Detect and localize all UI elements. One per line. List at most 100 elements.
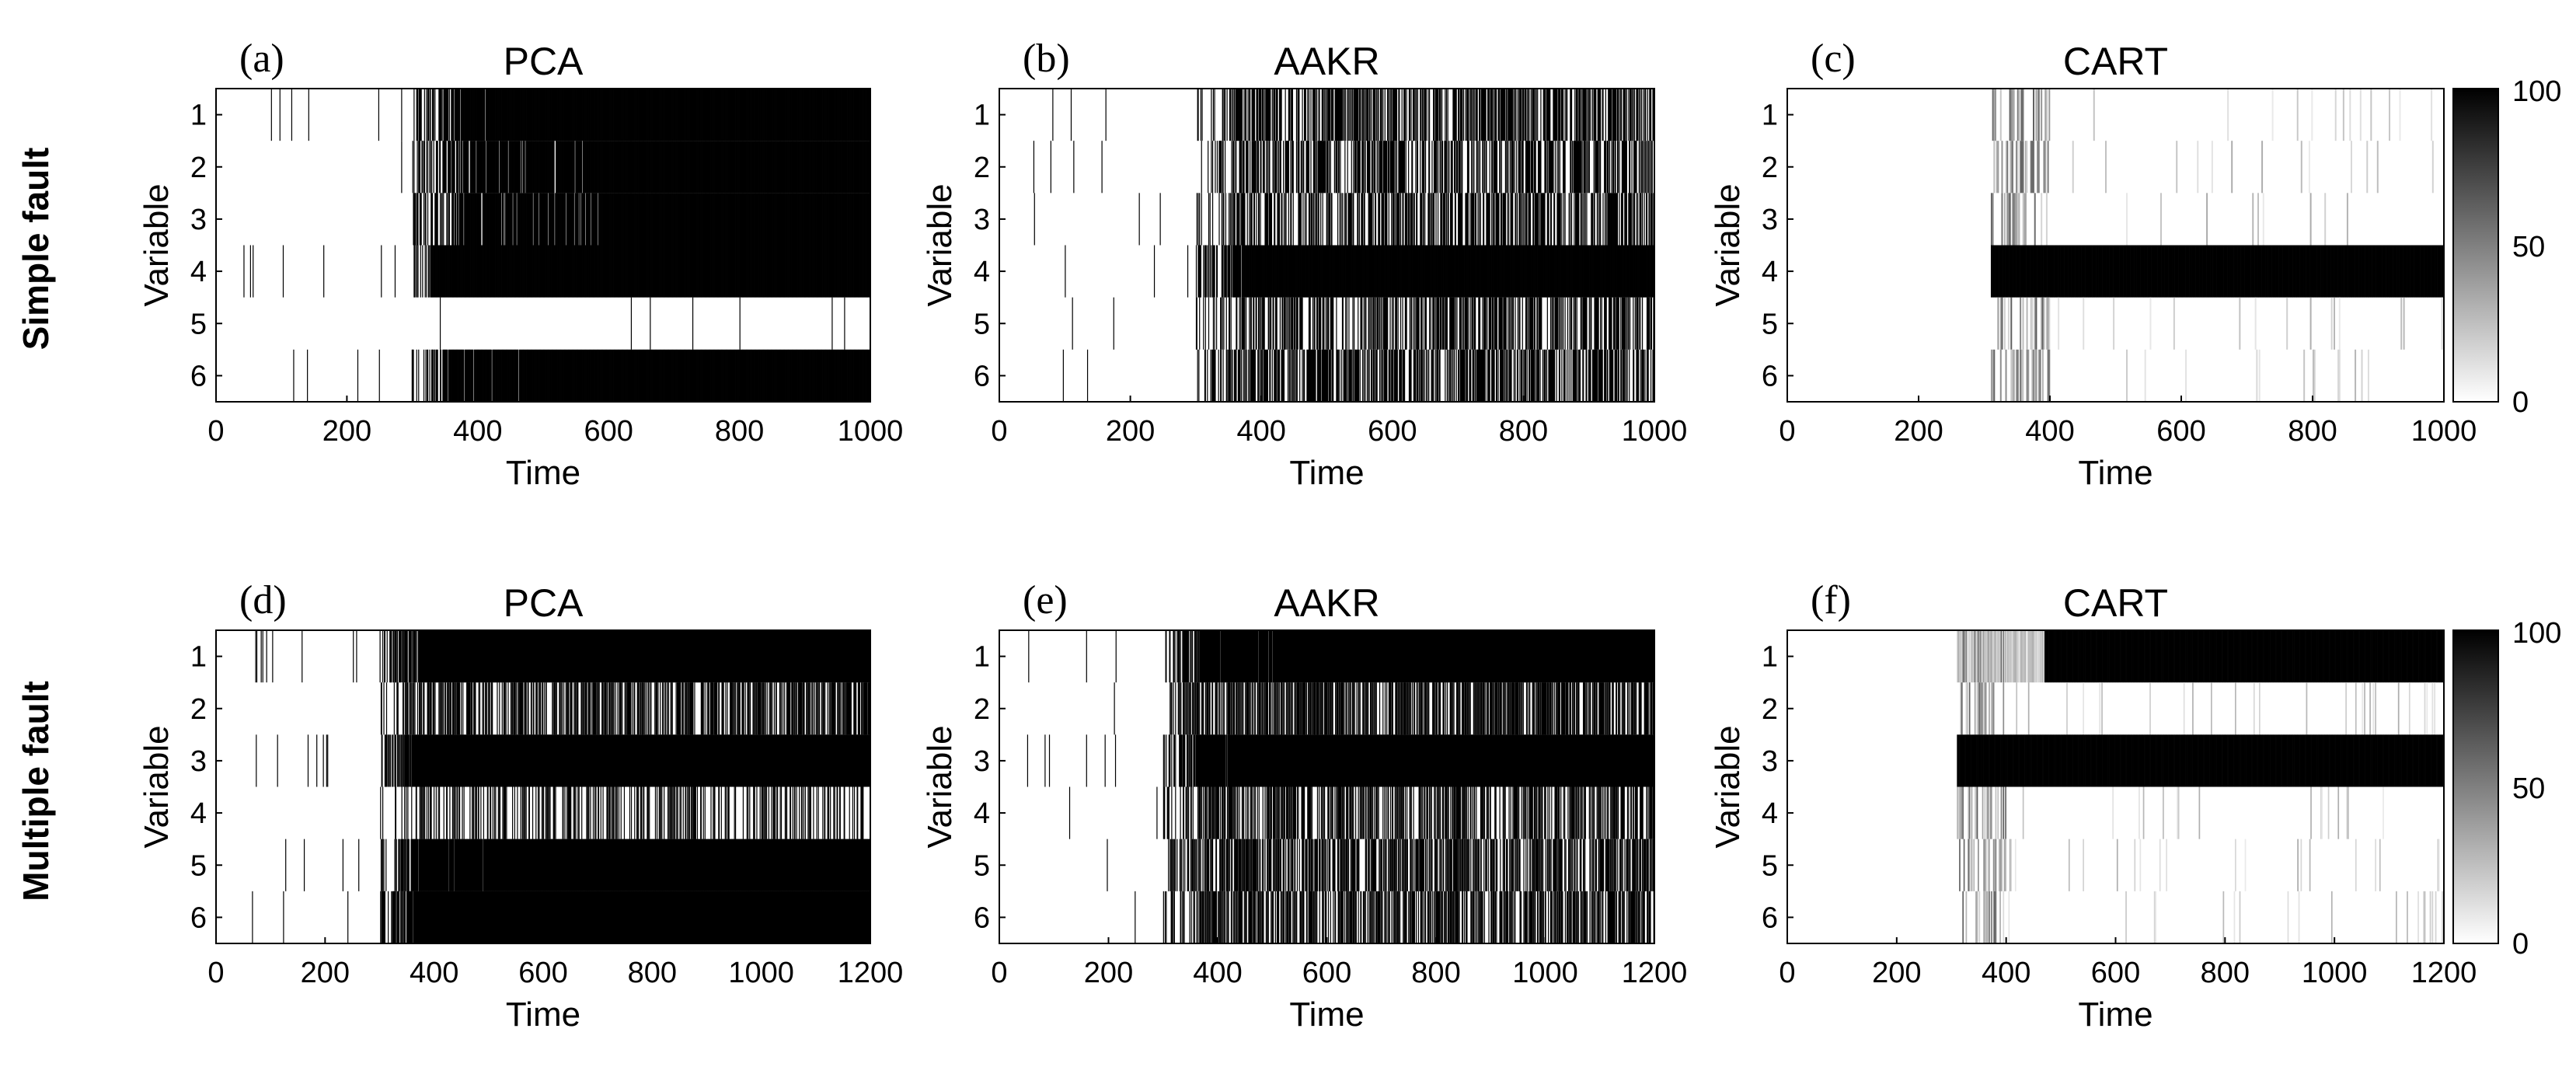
cell (735, 349, 737, 402)
cell (740, 349, 741, 402)
cell (738, 349, 740, 402)
cell (796, 89, 797, 141)
cell (495, 193, 497, 246)
cell (810, 349, 811, 402)
cell (715, 349, 716, 402)
cell (794, 349, 796, 402)
cell (522, 245, 524, 298)
cell (671, 349, 674, 402)
cell (544, 245, 546, 298)
cell (779, 349, 782, 402)
cell (515, 89, 517, 141)
cell (1487, 89, 1489, 141)
cell (684, 141, 685, 194)
cell (669, 193, 671, 246)
cell (604, 193, 605, 246)
cell (840, 193, 842, 246)
cell (651, 245, 653, 298)
cell (414, 245, 416, 298)
cell (776, 193, 777, 246)
cell (731, 349, 733, 402)
cell (547, 89, 549, 141)
cell (784, 245, 786, 298)
cell (769, 245, 771, 298)
cell (836, 193, 838, 246)
cell (723, 349, 725, 402)
cell (697, 245, 699, 298)
cell (723, 89, 724, 141)
cell (1574, 141, 1576, 194)
cell (582, 245, 584, 298)
cell (442, 141, 444, 194)
cell (704, 193, 706, 246)
cell (672, 89, 674, 141)
cell (1260, 193, 1261, 246)
cell (854, 245, 856, 298)
cell (800, 349, 802, 402)
cell (762, 89, 765, 141)
cell (439, 349, 441, 402)
cell (796, 245, 797, 298)
cell (823, 89, 824, 141)
cell (1257, 141, 1259, 194)
cell (832, 245, 834, 298)
cell (1330, 89, 1332, 141)
cell (555, 349, 556, 402)
cell (773, 193, 775, 246)
cell (810, 245, 812, 298)
cell (636, 245, 638, 298)
cell (1260, 141, 1261, 194)
cell (800, 349, 802, 402)
cell (666, 349, 668, 402)
cell (1273, 141, 1274, 194)
cell (724, 349, 726, 402)
cell (1593, 141, 1595, 194)
cell (631, 193, 633, 246)
cell (605, 141, 607, 194)
cell (1524, 193, 1525, 246)
cell (486, 141, 487, 194)
cell (653, 245, 654, 298)
cell (732, 141, 734, 194)
cell (506, 89, 507, 141)
cell (584, 89, 586, 141)
cell (1247, 89, 1249, 141)
cell (716, 349, 718, 402)
cell (687, 245, 688, 298)
cell (448, 141, 450, 194)
cell (675, 193, 678, 246)
cell (1486, 141, 1487, 194)
cell (1333, 141, 1335, 194)
cell (633, 89, 635, 141)
cell (1274, 193, 1276, 246)
cell (596, 141, 598, 194)
cell (1362, 141, 1365, 194)
cell (547, 349, 549, 402)
cell (449, 245, 451, 298)
cell (733, 193, 734, 246)
cell (594, 245, 595, 298)
cell (756, 89, 758, 141)
cell (848, 193, 849, 246)
cell (780, 193, 782, 246)
cell (1600, 193, 1602, 246)
cell (567, 245, 569, 298)
cell (1512, 89, 1514, 141)
panel-a-row-6 (293, 349, 871, 402)
cell (673, 193, 675, 246)
cell (549, 245, 551, 298)
cell (766, 141, 769, 194)
cell (603, 349, 605, 402)
cell (686, 141, 688, 194)
cell (672, 245, 674, 298)
cell (777, 245, 779, 298)
cell (778, 349, 779, 402)
cell (754, 89, 755, 141)
cell (791, 89, 793, 141)
cell (563, 141, 566, 194)
cell (1379, 89, 1381, 141)
panel-b-row-1 (1052, 89, 1654, 141)
cell (526, 141, 528, 194)
cell (472, 245, 475, 298)
cell (718, 193, 720, 246)
